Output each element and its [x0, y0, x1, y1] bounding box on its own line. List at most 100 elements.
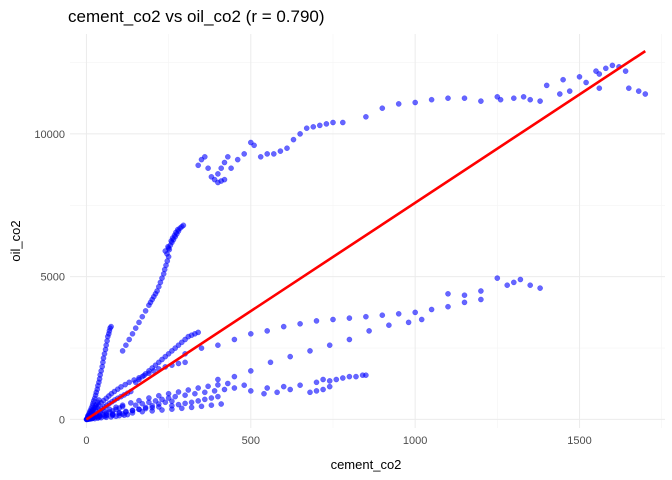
data-point [188, 399, 195, 406]
data-point [215, 342, 221, 349]
data-point [165, 253, 172, 260]
data-point [527, 282, 534, 289]
data-point [198, 403, 205, 410]
data-point [494, 275, 501, 281]
data-point [363, 313, 369, 320]
data-point [537, 98, 543, 104]
data-point [264, 328, 271, 334]
data-point [366, 328, 372, 334]
data-point [557, 91, 563, 97]
data-point [172, 393, 178, 400]
data-point [224, 153, 231, 160]
data-point [108, 323, 114, 330]
data-point [155, 392, 162, 399]
data-point [316, 122, 323, 129]
data-point [257, 153, 264, 160]
data-point [461, 292, 468, 299]
data-point [445, 303, 451, 310]
chart-title: cement_co2 vs oil_co2 (r = 0.790) [68, 7, 325, 26]
data-point [445, 95, 451, 101]
data-point [478, 288, 484, 294]
data-point [132, 402, 139, 409]
data-point [363, 114, 369, 120]
x-axis-title: cement_co2 [331, 457, 402, 472]
data-point [96, 397, 102, 403]
data-point [218, 178, 224, 184]
data-point [261, 390, 267, 397]
data-point [139, 313, 146, 320]
data-point [142, 308, 149, 314]
data-point [175, 389, 182, 395]
data-point [129, 407, 136, 414]
data-point [320, 386, 326, 393]
y-tick-label: 0 [59, 414, 65, 426]
data-point [188, 404, 195, 411]
data-point [152, 398, 159, 404]
data-point [146, 399, 152, 406]
data-point [326, 383, 333, 390]
data-point [208, 395, 215, 401]
data-point [418, 316, 425, 323]
grid [70, 34, 665, 428]
data-point [405, 319, 412, 326]
data-point [241, 151, 247, 157]
x-axis-ticks: 0 500 1000 1500 [83, 435, 591, 447]
data-point [297, 131, 303, 137]
data-point [478, 296, 484, 303]
data-point [330, 316, 336, 323]
data-point [510, 279, 517, 286]
data-point [139, 400, 146, 407]
data-point [201, 396, 208, 403]
data-point [192, 390, 198, 397]
data-point [270, 151, 277, 157]
data-point [201, 389, 208, 396]
data-point [395, 101, 402, 107]
data-point [182, 392, 188, 399]
data-point [201, 153, 208, 160]
data-point [596, 71, 603, 77]
data-point [363, 372, 369, 379]
data-point [609, 62, 616, 69]
data-point [504, 282, 511, 289]
data-point [195, 385, 201, 391]
data-point [353, 373, 359, 380]
data-point [267, 359, 274, 366]
data-point [339, 119, 346, 126]
data-point [379, 312, 386, 319]
data-point [147, 299, 154, 306]
data-point [221, 159, 228, 166]
data-point [543, 82, 550, 89]
data-point [175, 401, 182, 408]
data-point [566, 88, 573, 94]
data-point [307, 389, 313, 396]
data-point [231, 336, 238, 343]
data-point [560, 76, 566, 83]
data-point [195, 329, 201, 336]
data-point [215, 382, 221, 388]
data-point [346, 315, 353, 321]
data-point [132, 325, 139, 331]
data-point [182, 400, 188, 407]
data-point [497, 96, 504, 103]
data-point [166, 246, 173, 253]
data-point [251, 142, 257, 149]
data-point [129, 330, 136, 337]
x-tick-label: 1000 [403, 435, 427, 447]
data-point [346, 373, 353, 380]
data-point [596, 85, 603, 91]
data-point [326, 378, 333, 384]
data-point [149, 402, 155, 409]
data-point [231, 373, 238, 380]
data-point [136, 319, 142, 326]
data-point [626, 85, 632, 91]
data-point [277, 148, 284, 154]
data-point [215, 171, 221, 177]
data-point [346, 336, 353, 343]
data-point [287, 386, 294, 393]
data-point [517, 276, 524, 283]
data-point [313, 318, 320, 324]
data-point [174, 226, 181, 233]
x-tick-label: 0 [83, 435, 89, 447]
data-point [169, 402, 175, 409]
